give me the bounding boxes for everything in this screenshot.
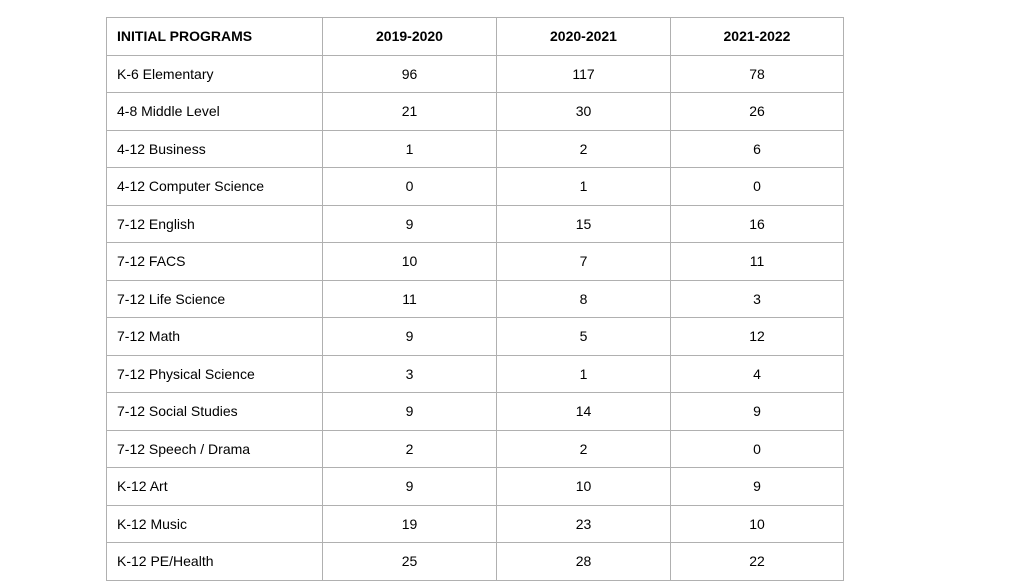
count-2019-2020-cell: 19	[322, 504, 497, 543]
program-name-cell: 4-12 Business	[106, 129, 323, 168]
count-2019-2020-cell: 9	[322, 467, 497, 506]
count-2020-2021-cell: 2	[496, 129, 671, 168]
count-2020-2021-cell: 28	[496, 542, 671, 581]
count-2021-2022-cell: 78	[670, 54, 844, 93]
count-2019-2020-cell: 11	[322, 279, 497, 318]
table-row: 4-8 Middle Level 21 30 26	[106, 92, 844, 131]
program-name-cell: 4-12 Computer Science	[106, 167, 323, 206]
program-name-cell: 7-12 FACS	[106, 242, 323, 281]
count-2020-2021-cell: 30	[496, 92, 671, 131]
table-row: 7-12 Physical Science 3 1 4	[106, 354, 844, 393]
count-2021-2022-cell: 22	[670, 542, 844, 581]
count-2019-2020-cell: 2	[322, 429, 497, 468]
header-2021-2022: 2021-2022	[670, 17, 844, 56]
count-2019-2020-cell: 21	[322, 92, 497, 131]
count-2021-2022-cell: 26	[670, 92, 844, 131]
header-2020-2021: 2020-2021	[496, 17, 671, 56]
count-2020-2021-cell: 14	[496, 392, 671, 431]
count-2020-2021-cell: 15	[496, 204, 671, 243]
count-2020-2021-cell: 8	[496, 279, 671, 318]
table-body: K-6 Elementary 96 117 78 4-8 Middle Leve…	[106, 54, 844, 581]
count-2020-2021-cell: 2	[496, 429, 671, 468]
count-2021-2022-cell: 0	[670, 167, 844, 206]
table-row: 4-12 Computer Science 0 1 0	[106, 167, 844, 206]
program-name-cell: K-12 PE/Health	[106, 542, 323, 581]
header-2019-2020: 2019-2020	[322, 17, 497, 56]
program-name-cell: K-6 Elementary	[106, 54, 323, 93]
program-name-cell: 7-12 Speech / Drama	[106, 429, 323, 468]
program-name-cell: 7-12 Physical Science	[106, 354, 323, 393]
count-2021-2022-cell: 3	[670, 279, 844, 318]
count-2019-2020-cell: 9	[322, 317, 497, 356]
table-row: 7-12 Social Studies 9 14 9	[106, 392, 844, 431]
count-2019-2020-cell: 1	[322, 129, 497, 168]
table-row: K-12 PE/Health 25 28 22	[106, 542, 844, 581]
program-name-cell: K-12 Art	[106, 467, 323, 506]
count-2021-2022-cell: 9	[670, 467, 844, 506]
count-2020-2021-cell: 1	[496, 167, 671, 206]
count-2021-2022-cell: 6	[670, 129, 844, 168]
count-2021-2022-cell: 10	[670, 504, 844, 543]
count-2020-2021-cell: 117	[496, 54, 671, 93]
program-name-cell: K-12 Music	[106, 504, 323, 543]
count-2021-2022-cell: 0	[670, 429, 844, 468]
table-row: 7-12 Life Science 11 8 3	[106, 279, 844, 318]
table-row: 4-12 Business 1 2 6	[106, 129, 844, 168]
programs-table-container: INITIAL PROGRAMS 2019-2020 2020-2021 202…	[106, 17, 844, 581]
count-2021-2022-cell: 16	[670, 204, 844, 243]
program-name-cell: 7-12 English	[106, 204, 323, 243]
count-2021-2022-cell: 4	[670, 354, 844, 393]
count-2019-2020-cell: 3	[322, 354, 497, 393]
program-name-cell: 7-12 Life Science	[106, 279, 323, 318]
table-row: K-12 Art 9 10 9	[106, 467, 844, 506]
count-2020-2021-cell: 23	[496, 504, 671, 543]
program-name-cell: 4-8 Middle Level	[106, 92, 323, 131]
table-row: 7-12 FACS 10 7 11	[106, 242, 844, 281]
count-2019-2020-cell: 96	[322, 54, 497, 93]
count-2021-2022-cell: 11	[670, 242, 844, 281]
table-header: INITIAL PROGRAMS 2019-2020 2020-2021 202…	[106, 17, 844, 56]
table-row: K-6 Elementary 96 117 78	[106, 54, 844, 93]
table-row: 7-12 Speech / Drama 2 2 0	[106, 429, 844, 468]
count-2020-2021-cell: 10	[496, 467, 671, 506]
program-name-cell: 7-12 Social Studies	[106, 392, 323, 431]
count-2019-2020-cell: 9	[322, 204, 497, 243]
count-2021-2022-cell: 9	[670, 392, 844, 431]
programs-table: INITIAL PROGRAMS 2019-2020 2020-2021 202…	[106, 17, 844, 581]
count-2020-2021-cell: 7	[496, 242, 671, 281]
count-2019-2020-cell: 25	[322, 542, 497, 581]
count-2019-2020-cell: 9	[322, 392, 497, 431]
count-2019-2020-cell: 10	[322, 242, 497, 281]
table-row: K-12 Music 19 23 10	[106, 504, 844, 543]
header-row: INITIAL PROGRAMS 2019-2020 2020-2021 202…	[106, 17, 844, 56]
count-2020-2021-cell: 1	[496, 354, 671, 393]
table-row: 7-12 Math 9 5 12	[106, 317, 844, 356]
count-2019-2020-cell: 0	[322, 167, 497, 206]
table-row: 7-12 English 9 15 16	[106, 204, 844, 243]
count-2020-2021-cell: 5	[496, 317, 671, 356]
header-initial-programs: INITIAL PROGRAMS	[106, 17, 323, 56]
program-name-cell: 7-12 Math	[106, 317, 323, 356]
count-2021-2022-cell: 12	[670, 317, 844, 356]
